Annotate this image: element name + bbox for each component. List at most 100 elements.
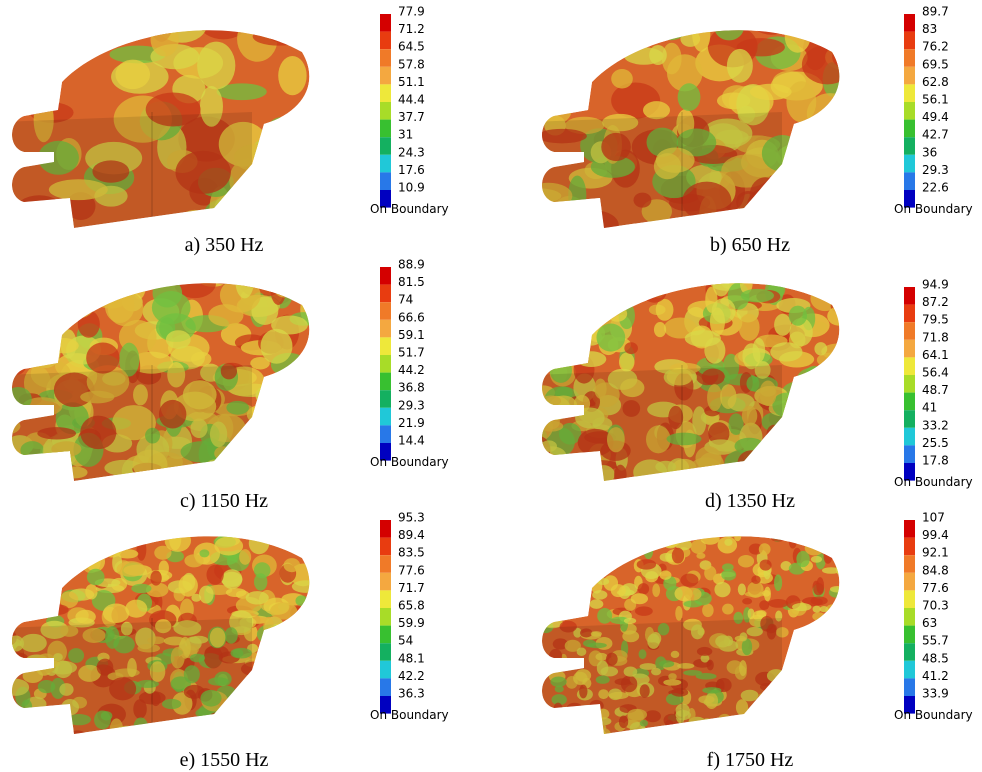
boundary-label: On Boundary xyxy=(370,202,449,216)
boundary-label: On Boundary xyxy=(894,202,973,216)
scale-label: 71.2 xyxy=(398,22,425,36)
scale-label: 42.7 xyxy=(922,128,949,142)
colorbar-swatch xyxy=(904,14,915,32)
colorbar-swatch xyxy=(380,590,391,608)
scale-label: 71.7 xyxy=(398,581,425,595)
scale-label: 29.3 xyxy=(398,398,425,412)
scale-label: 10.9 xyxy=(398,181,425,195)
colorbar-swatch xyxy=(904,172,915,190)
scale-label: 59.9 xyxy=(398,616,425,630)
scale-label: 17.8 xyxy=(922,454,949,468)
scale-label: 76.2 xyxy=(922,40,949,54)
caption: c) 1150 Hz xyxy=(180,490,268,512)
scale-label: 79.5 xyxy=(922,313,949,327)
colorbar-swatch xyxy=(904,137,915,155)
scale-label: 56.1 xyxy=(922,93,949,107)
scale-label: 33.2 xyxy=(922,418,949,432)
colorbar-swatch xyxy=(904,428,915,446)
scale-label: 64.5 xyxy=(398,40,425,54)
scale-label: 107 xyxy=(922,511,945,525)
boundary-label: On Boundary xyxy=(370,708,449,722)
boundary-label: On Boundary xyxy=(370,455,449,469)
scale-label: 56.4 xyxy=(922,366,949,380)
scale-label: 36 xyxy=(922,145,937,159)
caption: f) 1750 Hz xyxy=(707,749,794,771)
colorbar-swatch xyxy=(380,320,391,338)
scale-label: 25.5 xyxy=(922,436,949,450)
colorbar-swatch xyxy=(380,355,391,373)
panel: 89.78376.269.562.856.149.442.73629.322.6… xyxy=(514,0,973,256)
scale-label: 36.8 xyxy=(398,381,425,395)
panel: 88.981.57466.659.151.744.236.829.321.914… xyxy=(0,251,449,512)
scale-label: 31 xyxy=(398,128,413,142)
contour-plot xyxy=(0,251,330,495)
boundary-label: On Boundary xyxy=(894,475,973,489)
colorbar-swatch xyxy=(380,373,391,391)
colorbar-swatch xyxy=(904,32,915,50)
scale-label: 71.8 xyxy=(922,330,949,344)
colorbar-swatch xyxy=(904,573,915,591)
colorbar-swatch xyxy=(904,120,915,138)
figure: 77.971.264.557.851.144.437.73124.317.610… xyxy=(0,0,982,772)
colorbar-swatch xyxy=(904,287,915,305)
scale-label: 33.9 xyxy=(922,687,949,701)
scale-label: 44.4 xyxy=(398,93,425,107)
scale-label: 74 xyxy=(398,293,413,307)
scale-label: 55.7 xyxy=(922,634,949,648)
scale-label: 77.6 xyxy=(922,581,949,595)
contour-plot xyxy=(521,254,857,494)
colorbar-swatch xyxy=(380,67,391,85)
colorbar-swatch xyxy=(380,573,391,591)
scale-label: 95.3 xyxy=(398,511,425,525)
scale-label: 89.7 xyxy=(922,5,949,19)
colorbar-swatch xyxy=(380,520,391,538)
colorbar-swatch xyxy=(380,49,391,67)
colorbar-swatch xyxy=(380,608,391,626)
scale-label: 48.1 xyxy=(398,651,425,665)
scale-label: 94.9 xyxy=(922,278,949,292)
scale-label: 69.5 xyxy=(922,57,949,71)
scale-label: 37.7 xyxy=(398,110,425,124)
colorbar-swatch xyxy=(380,408,391,426)
scale-label: 29.3 xyxy=(922,163,949,177)
colorbar-swatch xyxy=(904,340,915,358)
colorbar-swatch xyxy=(380,137,391,155)
caption: b) 650 Hz xyxy=(710,234,790,256)
scale-label: 57.8 xyxy=(398,57,425,71)
scale-label: 51.1 xyxy=(398,75,425,89)
scale-label: 51.7 xyxy=(398,346,425,360)
scale-label: 77.6 xyxy=(398,563,425,577)
colorbar-swatch xyxy=(904,410,915,428)
colorbar-swatch xyxy=(904,102,915,120)
colorbar-swatch xyxy=(380,337,391,355)
colorbar-swatch xyxy=(904,661,915,679)
colorbar-swatch xyxy=(904,608,915,626)
scale-label: 41.2 xyxy=(922,669,949,683)
colorbar-swatch xyxy=(380,626,391,644)
colorbar-swatch xyxy=(380,425,391,443)
colorbar-swatch xyxy=(380,32,391,50)
colorbar-swatch xyxy=(380,102,391,120)
colorbar-swatch xyxy=(904,67,915,85)
colorbar-swatch xyxy=(380,538,391,556)
contour-plot xyxy=(0,512,330,747)
scale-label: 66.6 xyxy=(398,310,425,324)
scale-label: 87.2 xyxy=(922,295,949,309)
scale-label: 77.9 xyxy=(398,5,425,19)
colorbar-swatch xyxy=(380,120,391,138)
colorbar-swatch xyxy=(380,267,391,285)
caption: e) 1550 Hz xyxy=(180,749,269,771)
colorbar-swatch xyxy=(380,390,391,408)
colorbar-swatch xyxy=(380,643,391,661)
panel: 95.389.483.577.671.765.859.95448.142.236… xyxy=(0,511,449,772)
scale-label: 89.4 xyxy=(398,528,425,542)
scale-label: 44.2 xyxy=(398,363,425,377)
scale-label: 64.1 xyxy=(922,348,949,362)
colorbar-swatch xyxy=(904,84,915,102)
colorbar-swatch xyxy=(380,661,391,679)
scale-label: 17.6 xyxy=(398,163,425,177)
scale-label: 84.8 xyxy=(922,563,949,577)
colorbar-swatch xyxy=(380,285,391,303)
colorbar-swatch xyxy=(904,305,915,323)
colorbar-swatch xyxy=(904,626,915,644)
